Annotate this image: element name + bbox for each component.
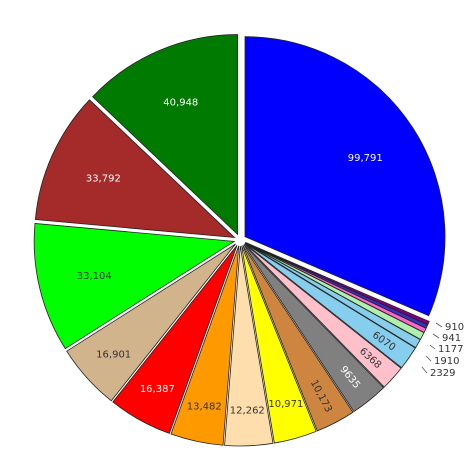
- pie-slice-8: [243, 244, 385, 413]
- leader-line-2: [432, 333, 440, 339]
- leader-line-3: [429, 344, 436, 350]
- slice-label-10: 10,971: [268, 399, 303, 410]
- slice-label-3: 1177: [438, 344, 463, 355]
- slice-label-11: 12,262: [230, 405, 265, 416]
- pie-slice-15: [33, 222, 236, 350]
- pie-slice-5: [244, 242, 421, 349]
- slice-label-13: 16,387: [140, 384, 175, 395]
- pie-slice-14: [66, 243, 236, 402]
- slice-label-4: 1910: [434, 356, 459, 367]
- slice-label-14: 16,901: [96, 349, 131, 360]
- pie-slice-11: [224, 245, 274, 447]
- slice-label-1: 910: [445, 322, 464, 333]
- pie-slice-13: [112, 244, 238, 434]
- slice-label-15: 33,104: [77, 271, 112, 282]
- pie-slice-17: [92, 34, 239, 236]
- pie-slices: [33, 34, 446, 447]
- slice-label-12: 13,482: [187, 402, 222, 413]
- slice-label-0: 99,791: [348, 153, 383, 164]
- leader-line-5: [421, 366, 428, 374]
- pie-slice-12: [170, 245, 240, 446]
- slice-label-17: 40,948: [163, 98, 198, 109]
- pie-slice-16: [34, 99, 236, 239]
- pie-slice-9: [242, 245, 354, 432]
- leader-line-1: [435, 322, 443, 328]
- slice-label-5: 2329: [430, 368, 455, 379]
- pie-slice-7: [244, 243, 402, 388]
- pie-slice-6: [244, 243, 416, 369]
- leader-line-4: [425, 355, 432, 362]
- pie-slice-0: [244, 36, 446, 317]
- leader-lines: [421, 322, 443, 374]
- pie-slice-10: [241, 245, 317, 444]
- slice-label-2: 941: [442, 333, 461, 344]
- slice-label-16: 33,792: [86, 174, 121, 185]
